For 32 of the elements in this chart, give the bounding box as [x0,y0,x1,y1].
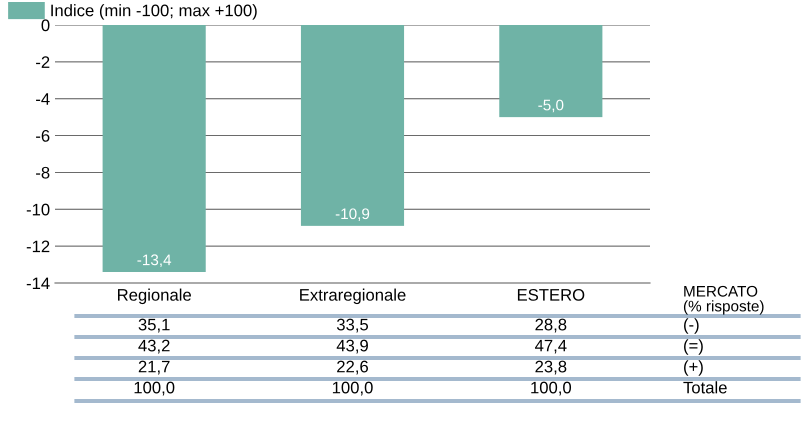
y-tick-label: 0 [42,19,50,32]
text: (-) [684,318,699,334]
text: (=) [684,339,703,355]
text: (+) [684,360,703,376]
text: 22,6 [337,360,368,374]
text: 23,8 [535,360,566,374]
text: 43,2 [138,340,170,354]
y-tick-label: -8 [36,166,50,179]
y-tick-label: -2 [36,56,50,68]
text: 43,9 [336,340,368,354]
text: 100,0 [134,382,174,396]
y-tick-label: -14 [26,278,50,290]
text: 21,7 [138,360,170,374]
text: 28,8 [535,318,566,332]
text: 35,1 [138,318,170,332]
y-tick-label: -6 [36,130,50,142]
legend-label: Indice (min -100; max +100) [51,4,257,20]
data-label: -13,4 [137,254,172,268]
text: 47,4 [535,340,567,354]
data-label: -5,0 [538,100,564,112]
text: 100,0 [531,382,572,396]
data-label: -10,9 [336,208,370,221]
x-tick-label: Regionale [118,288,191,304]
x-tick-label: Extraregionale [300,288,406,304]
text: 100,0 [332,382,373,396]
x-tick-label: ESTERO [518,288,584,301]
text: 33,5 [336,318,368,332]
text: Totale [683,381,727,394]
y-tick-label: -10 [26,204,50,216]
text: MERCATO (% risposte) [684,286,764,315]
y-tick-label: -4 [36,93,50,105]
y-tick-label: -12 [26,240,50,252]
